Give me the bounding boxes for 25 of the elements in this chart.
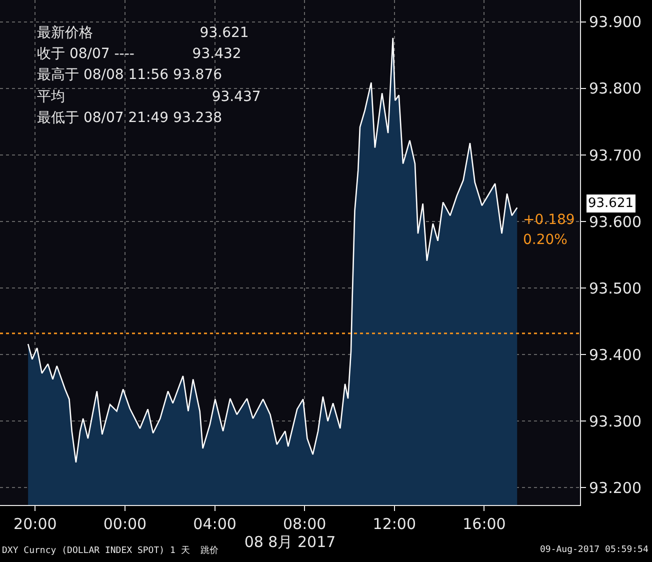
y-tick-label: 93.600 <box>589 212 642 231</box>
annotation: 最高于 08/08 11:56 93.876 <box>37 67 222 83</box>
x-tick-label: 20:00 <box>14 515 57 533</box>
y-tick-label: 93.500 <box>589 279 642 298</box>
x-tick-label: 08:00 <box>282 515 326 533</box>
text: 09-Aug-2017 05:59:54 <box>540 545 648 555</box>
annotation: 最低于 08/07 21:49 93.238 <box>37 110 222 126</box>
y-tick-label: 93.700 <box>589 146 642 164</box>
x-tick-label: 00:00 <box>103 515 147 533</box>
y-tick-label: 93.300 <box>589 412 642 430</box>
y-tick-label: 93.400 <box>589 346 642 364</box>
annotation: 0.20% <box>523 232 568 248</box>
annotation: +0.189 <box>523 212 575 228</box>
y-tick-label: 93.900 <box>589 13 642 32</box>
x-tick-label: 04:00 <box>193 515 236 533</box>
x-tick-label: 16:00 <box>462 515 506 533</box>
text: DXY Curncy (DOLLAR INDEX SPOT) 1 天 跳价 <box>2 545 219 556</box>
y-tick-label: 93.800 <box>589 80 642 98</box>
x-tick-label: 12:00 <box>372 515 416 533</box>
y-tick-label: 93.200 <box>589 478 642 497</box>
text: 93.621 <box>588 196 634 211</box>
annotation: 最新价格 93.621 <box>37 25 249 41</box>
annotation: 平均 93.437 <box>37 89 261 105</box>
x-axis-title: 08 8月 2017 <box>244 533 336 551</box>
annotation: 收于 08/07 ---- 93.432 <box>37 46 242 62</box>
